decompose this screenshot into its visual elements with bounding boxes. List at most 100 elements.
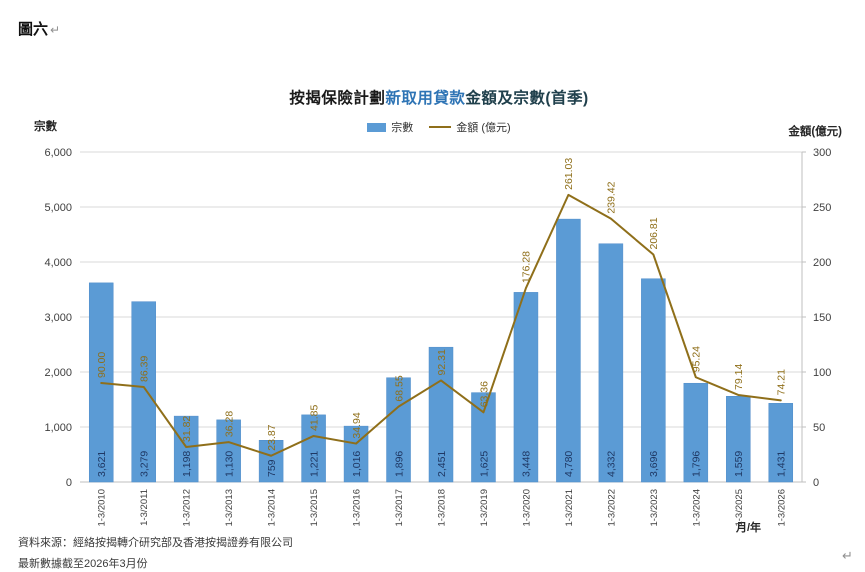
- bar-value-label: 4,332: [606, 451, 618, 477]
- right-axis-tick-label: 100: [813, 367, 831, 379]
- x-axis-category-label: 1-3/2023: [649, 489, 660, 527]
- figure-label-text: 圖六: [18, 21, 49, 38]
- left-axis-tick-label: 5,000: [44, 202, 72, 214]
- left-axis-title: 宗數: [34, 121, 57, 133]
- line-value-label: 176.28: [521, 251, 533, 283]
- chart-title-part3: 金額及宗數(首季): [465, 90, 589, 107]
- line-value-label: 90.00: [96, 352, 108, 378]
- bar-value-label: 3,448: [521, 451, 533, 477]
- line-value-label: 79.14: [733, 364, 745, 390]
- bar-1-3/2014: [258, 440, 284, 483]
- chart-title: 按揭保險計劃新取用貸款金額及宗數(首季): [75, 86, 803, 108]
- x-axis-category-label: 1-3/2018: [437, 489, 448, 527]
- x-axis-category-label: 1-3/2016: [352, 489, 363, 527]
- line-value-label: 34.94: [351, 412, 363, 438]
- line-value-label: 95.24: [691, 346, 703, 372]
- line-value-label: 86.39: [139, 356, 151, 382]
- bar-value-label: 3,621: [96, 451, 108, 477]
- bar-value-label: 1,431: [776, 451, 788, 477]
- line-value-label: 36.28: [223, 411, 235, 437]
- chart-title-part1: 按揭保險計劃: [289, 90, 386, 107]
- left-axis-tick-label: 0: [66, 477, 72, 489]
- legend-item-bars: 宗數: [367, 119, 413, 135]
- bar-value-label: 1,559: [733, 451, 745, 477]
- right-axis-tick-label: 150: [813, 312, 831, 324]
- bar-value-label: 1,796: [691, 451, 703, 477]
- line-series-swatch-icon: [429, 125, 452, 129]
- paragraph-mark-icon: ↵: [50, 23, 61, 37]
- bar-value-label: 3,696: [648, 451, 660, 477]
- x-axis-category-label: 1-3/2024: [691, 489, 702, 527]
- x-axis-title: 月/年: [736, 522, 762, 534]
- line-value-label: 41.85: [308, 405, 320, 431]
- chart-legend: 宗數 金額 (億元): [75, 119, 803, 135]
- line-value-label: 63.36: [478, 381, 490, 407]
- left-axis-tick-label: 1,000: [44, 422, 72, 434]
- x-axis-category-label: 1-3/2017: [394, 489, 405, 527]
- data-cutoff-note: 最新數據截至2026年3月份: [18, 558, 148, 570]
- line-value-label: 261.03: [563, 158, 575, 190]
- legend-label-line: 金額 (億元): [456, 122, 511, 134]
- left-axis-tick-label: 6,000: [44, 147, 72, 159]
- bar-1-3/2015: [301, 414, 326, 483]
- line-value-label: 23.87: [266, 424, 278, 450]
- bar-value-label: 759: [266, 459, 278, 477]
- bar-1-3/2020: [513, 292, 539, 483]
- bar-value-label: 1,896: [393, 451, 405, 477]
- bar-1-3/2011: [131, 301, 156, 483]
- bar-1-3/2024: [683, 382, 709, 483]
- line-value-label: 74.21: [776, 369, 788, 395]
- bar-1-3/2013: [216, 419, 241, 483]
- bar-value-label: 1,130: [223, 451, 235, 477]
- bar-1-3/2026: [768, 403, 794, 483]
- left-axis-tick-label: 3,000: [44, 312, 72, 324]
- paragraph-mark-icon: ↵: [842, 548, 853, 563]
- bar-1-3/2012: [173, 415, 199, 483]
- left-axis-tick-label: 2,000: [44, 367, 72, 379]
- figure-label: 圖六 ↵: [18, 18, 60, 39]
- amount-line-series: [100, 193, 782, 457]
- bar-1-3/2023: [641, 278, 666, 483]
- bar-series-swatch-icon: [367, 122, 387, 132]
- legend-label-bars: 宗數: [391, 122, 414, 134]
- bar-1-3/2022: [598, 243, 624, 483]
- x-axis-category-label: 1-3/2019: [479, 489, 490, 527]
- bar-value-label: 2,451: [436, 451, 448, 477]
- right-axis-tick-label: 250: [813, 202, 831, 214]
- x-axis-category-label: 1-3/2025: [734, 489, 745, 527]
- right-axis-tick-label: 0: [813, 477, 819, 489]
- bar-value-label: 1,198: [181, 451, 193, 477]
- x-axis-category-label: 1-3/2012: [182, 489, 193, 527]
- right-axis-tick-label: 300: [813, 147, 831, 159]
- line-value-label: 239.42: [606, 181, 618, 213]
- x-axis-category-label: 1-3/2013: [224, 489, 235, 527]
- x-axis-category-label: 1-3/2021: [564, 489, 575, 527]
- chart-title-part2: 新取用貸款: [385, 90, 466, 107]
- bar-value-label: 4,780: [563, 451, 575, 477]
- x-axis-category-label: 1-3/2011: [139, 489, 150, 526]
- right-axis-title: 金額(億元): [788, 126, 842, 138]
- x-axis-category-label: 1-3/2020: [521, 489, 532, 527]
- bar-value-label: 1,221: [308, 451, 320, 477]
- right-axis-tick-label: 50: [813, 422, 825, 434]
- legend-item-line: 金額 (億元): [429, 119, 511, 135]
- bar-value-label: 1,016: [351, 451, 363, 477]
- x-axis-category-label: 1-3/2015: [309, 489, 320, 527]
- x-axis-category-label: 1-3/2022: [606, 489, 617, 527]
- bar-1-3/2017: [386, 377, 411, 483]
- line-value-label: 206.81: [648, 217, 660, 249]
- bar-value-label: 3,279: [139, 451, 151, 477]
- line-value-label: 68.55: [393, 375, 405, 401]
- bar-value-label: 1,625: [478, 451, 490, 477]
- bar-1-3/2018: [428, 346, 454, 483]
- line-value-label: 31.82: [181, 416, 193, 442]
- right-axis-tick-label: 200: [813, 257, 831, 269]
- bar-1-3/2025: [726, 396, 751, 483]
- x-axis-category-label: 1-3/2026: [776, 489, 787, 527]
- bar-1-3/2021: [556, 218, 581, 483]
- left-axis-tick-label: 4,000: [44, 257, 72, 269]
- x-axis-category-label: 1-3/2014: [267, 489, 278, 527]
- x-axis-category-label: 1-3/2010: [97, 489, 108, 527]
